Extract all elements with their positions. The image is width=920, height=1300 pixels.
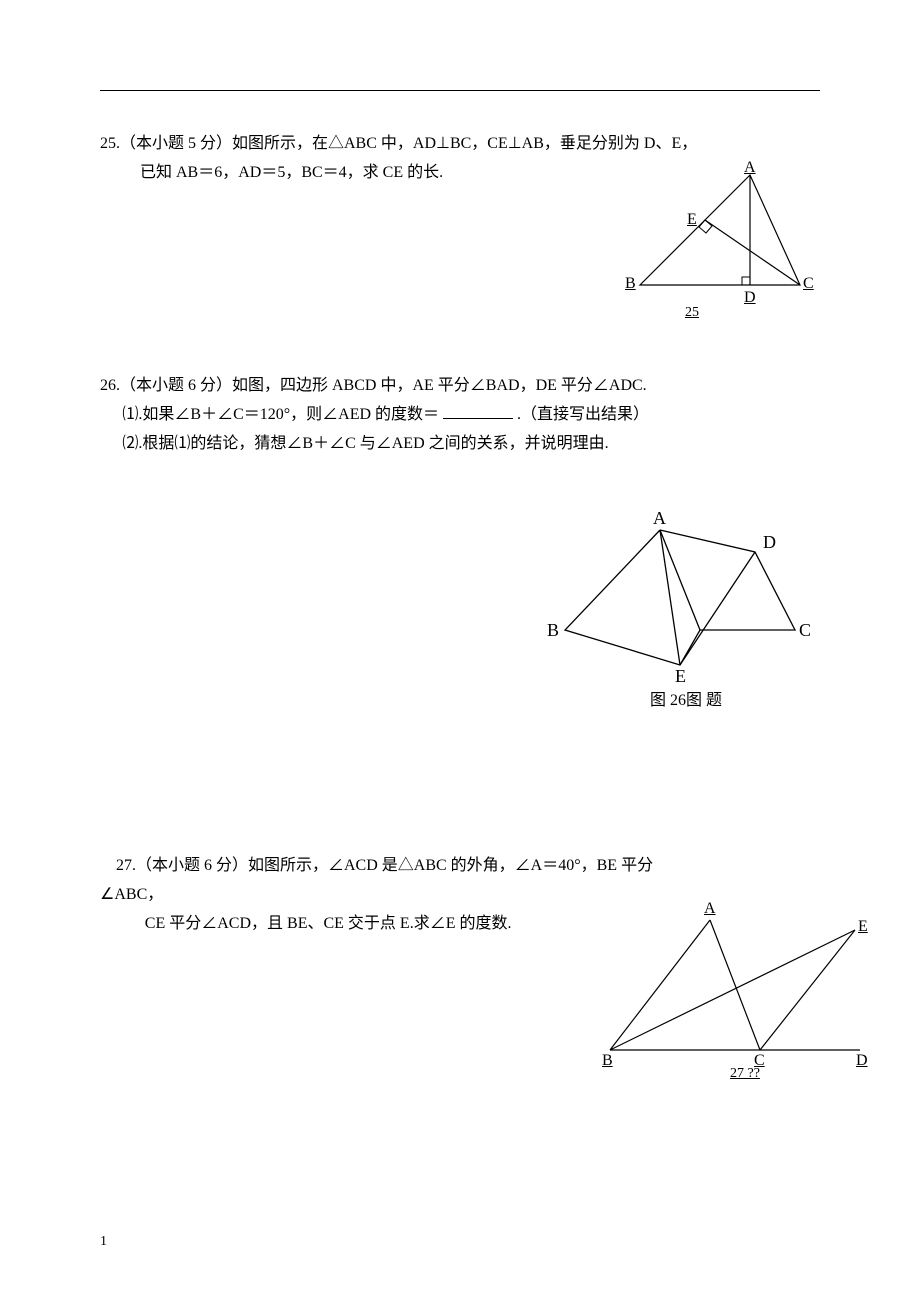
line-ce-27 <box>760 930 855 1050</box>
figure-26: A B C D E 图 26图 题 <box>555 510 805 710</box>
label-b-26: B <box>547 620 559 641</box>
label-a: A <box>744 159 756 177</box>
label-d: D <box>744 289 756 307</box>
right-angle-e <box>699 220 712 233</box>
p26-line2-suffix: .（直接写出结果） <box>517 406 649 423</box>
p25-line1: 25.（本小题 5 分）如图所示，在△ABC 中，AD⊥BC，CE⊥AB，垂足分… <box>100 130 820 159</box>
figure-25: A B C D E 25 <box>630 165 830 325</box>
label-a-27: A <box>704 900 716 918</box>
label-e-27: E <box>858 918 868 936</box>
line-be <box>610 930 855 1050</box>
label-a-26: A <box>653 508 666 529</box>
p26-line3: ⑵.根据⑴的结论，猜想∠B＋∠C 与∠AED 之间的关系，并说明理由. <box>100 430 820 459</box>
figure-27-svg <box>600 900 870 1080</box>
p26-line2-prefix: ⑴.如果∠B＋∠C＝120°，则∠AED 的度数＝ <box>122 406 439 423</box>
line-a-e <box>660 530 680 665</box>
problem-26: 26.（本小题 6 分）如图，四边形 ABCD 中，AE 平分∠BAD，DE 平… <box>100 372 820 458</box>
fig27-caption: 27 ?? <box>730 1066 760 1082</box>
figure-25-svg <box>630 165 830 325</box>
label-b: B <box>625 275 636 293</box>
label-c: C <box>803 275 814 293</box>
line-ba <box>610 920 710 1050</box>
quad-abcde <box>565 530 795 665</box>
p27-line1: 27.（本小题 6 分）如图所示，∠ACD 是△ABC 的外角，∠A＝40°，B… <box>100 852 820 881</box>
label-b-27: B <box>602 1052 613 1070</box>
p26-blank <box>443 403 513 419</box>
fig25-caption: 25 <box>685 305 699 321</box>
label-d-26: D <box>763 532 776 553</box>
line-ac <box>710 920 760 1050</box>
line-a-lowerright <box>660 530 700 630</box>
top-rule <box>100 90 820 91</box>
label-c-26: C <box>799 620 811 641</box>
label-d-27: D <box>856 1052 868 1070</box>
label-e: E <box>687 211 697 229</box>
p26-line1: 26.（本小题 6 分）如图，四边形 ABCD 中，AE 平分∠BAD，DE 平… <box>100 372 820 401</box>
label-e-26: E <box>675 666 686 687</box>
right-angle-d <box>742 277 750 285</box>
p26-line2: ⑴.如果∠B＋∠C＝120°，则∠AED 的度数＝ .（直接写出结果） <box>100 401 820 430</box>
figure-27: A B C D E 27 ?? <box>600 900 870 1080</box>
fig26-caption: 图 26图 题 <box>650 686 722 710</box>
page-number: 1 <box>100 1234 107 1250</box>
